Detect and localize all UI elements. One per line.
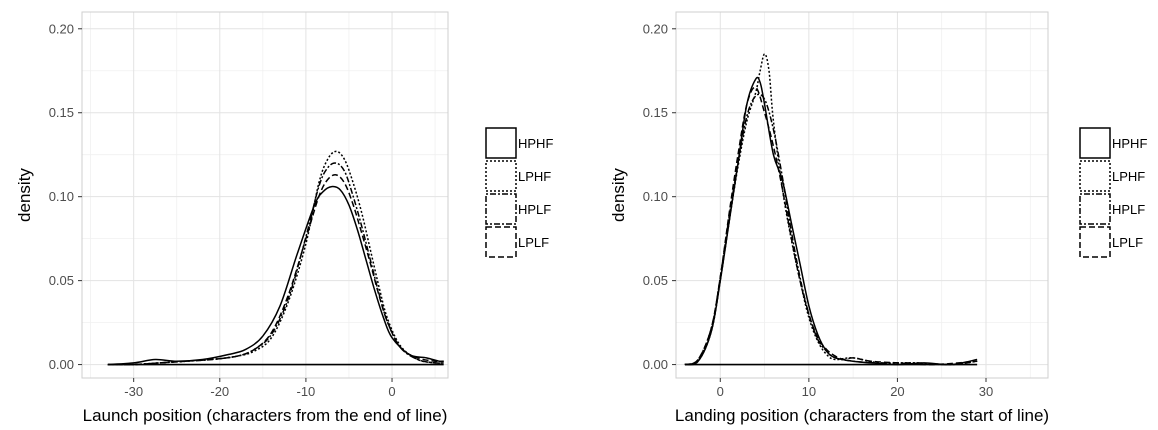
y-tick-label: 0.00 (643, 357, 668, 372)
y-tick-label: 0.10 (643, 189, 668, 204)
legend-label-hphf: HPHF (518, 136, 553, 151)
y-tick-label: 0.20 (49, 21, 74, 36)
plot-background (82, 12, 448, 378)
y-tick-label: 0.00 (49, 357, 74, 372)
plot-border (81, 11, 449, 379)
x-axis-label: Landing position (characters from the st… (675, 406, 1049, 425)
legend-key-lplf (485, 226, 517, 258)
legend-label-lphf: LPHF (518, 169, 551, 184)
legend: HPHF LPHF HPLF LPLF (485, 127, 553, 258)
y-tick-label: 0.15 (49, 105, 74, 120)
legend-label-hplf: HPLF (1112, 202, 1145, 217)
legend-label-lplf: LPLF (518, 235, 549, 250)
legend: HPHF LPHF HPLF LPLF (1079, 127, 1147, 258)
legend-key-hphf (1079, 127, 1111, 159)
x-axis-label: Launch position (characters from the end… (83, 406, 448, 425)
legend-key-hplf (485, 193, 517, 225)
x-tick-label: 0 (388, 384, 395, 399)
y-tick-label: 0.05 (49, 273, 74, 288)
legend-label-hphf: HPHF (1112, 136, 1147, 151)
series-line-lplf (107, 174, 444, 366)
legend-label-lphf: LPHF (1112, 169, 1145, 184)
y-tick-label: 0.20 (643, 21, 668, 36)
legend-label-lplf: LPLF (1112, 235, 1143, 250)
legend-label-hplf: HPLF (518, 202, 551, 217)
y-axis-label: density (15, 168, 34, 222)
legend-key-lphf (1079, 160, 1111, 192)
legend-key-lphf (485, 160, 517, 192)
y-tick-label: 0.15 (643, 105, 668, 120)
x-tick-label: -10 (297, 384, 316, 399)
x-tick-label: 30 (979, 384, 993, 399)
chart-panel-1: 0.00 0.05 0.10 0.15 0.20 -30 -20 -10 0 Launch pos… (15, 11, 553, 425)
x-tick-label: 10 (802, 384, 816, 399)
y-tick-label: 0.10 (49, 189, 74, 204)
x-tick-label: -20 (210, 384, 229, 399)
series-line-lphf (684, 53, 978, 366)
y-tick-label: 0.05 (643, 273, 668, 288)
series-line-lphf (107, 150, 444, 366)
x-tick-label: 0 (717, 384, 724, 399)
plot-border (675, 11, 1049, 379)
legend-key-lplf (1079, 226, 1111, 258)
series-line-hplf (684, 93, 978, 366)
legend-key-hphf (485, 127, 517, 159)
x-tick-label: -30 (124, 384, 143, 399)
y-axis-label: density (609, 168, 628, 222)
x-tick-label: 20 (890, 384, 904, 399)
legend-key-hplf (1079, 193, 1111, 225)
chart-panel-2: 0.00 0.05 0.10 0.15 0.20 0 10 20 30 Landing posit… (609, 11, 1147, 425)
